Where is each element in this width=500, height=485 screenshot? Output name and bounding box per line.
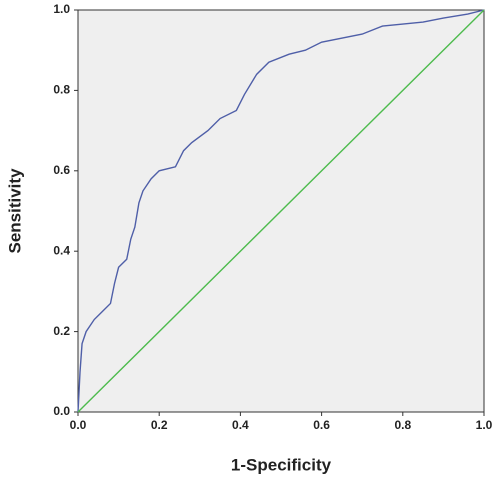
x-tick-label: 0.0 (70, 418, 87, 432)
y-tick-label: 0.6 (53, 163, 70, 177)
y-axis-title: Sensitivity (5, 168, 24, 254)
x-tick-label: 1.0 (476, 418, 493, 432)
x-axis-title: 1-Specificity (231, 455, 332, 474)
x-tick-label: 0.8 (394, 418, 411, 432)
x-tick-label: 0.2 (151, 418, 168, 432)
line-series (77, 9, 485, 413)
line-series (77, 9, 485, 413)
y-tick-label: 0.8 (53, 83, 70, 97)
x-tick-label: 0.4 (232, 418, 249, 432)
y-tick-label: 0.2 (53, 324, 70, 338)
y-tick-label: 1.0 (53, 2, 70, 16)
x-tick-label: 0.6 (313, 418, 330, 432)
y-tick-label: 0.4 (53, 243, 70, 257)
y-tick-label: 0.0 (53, 404, 70, 418)
